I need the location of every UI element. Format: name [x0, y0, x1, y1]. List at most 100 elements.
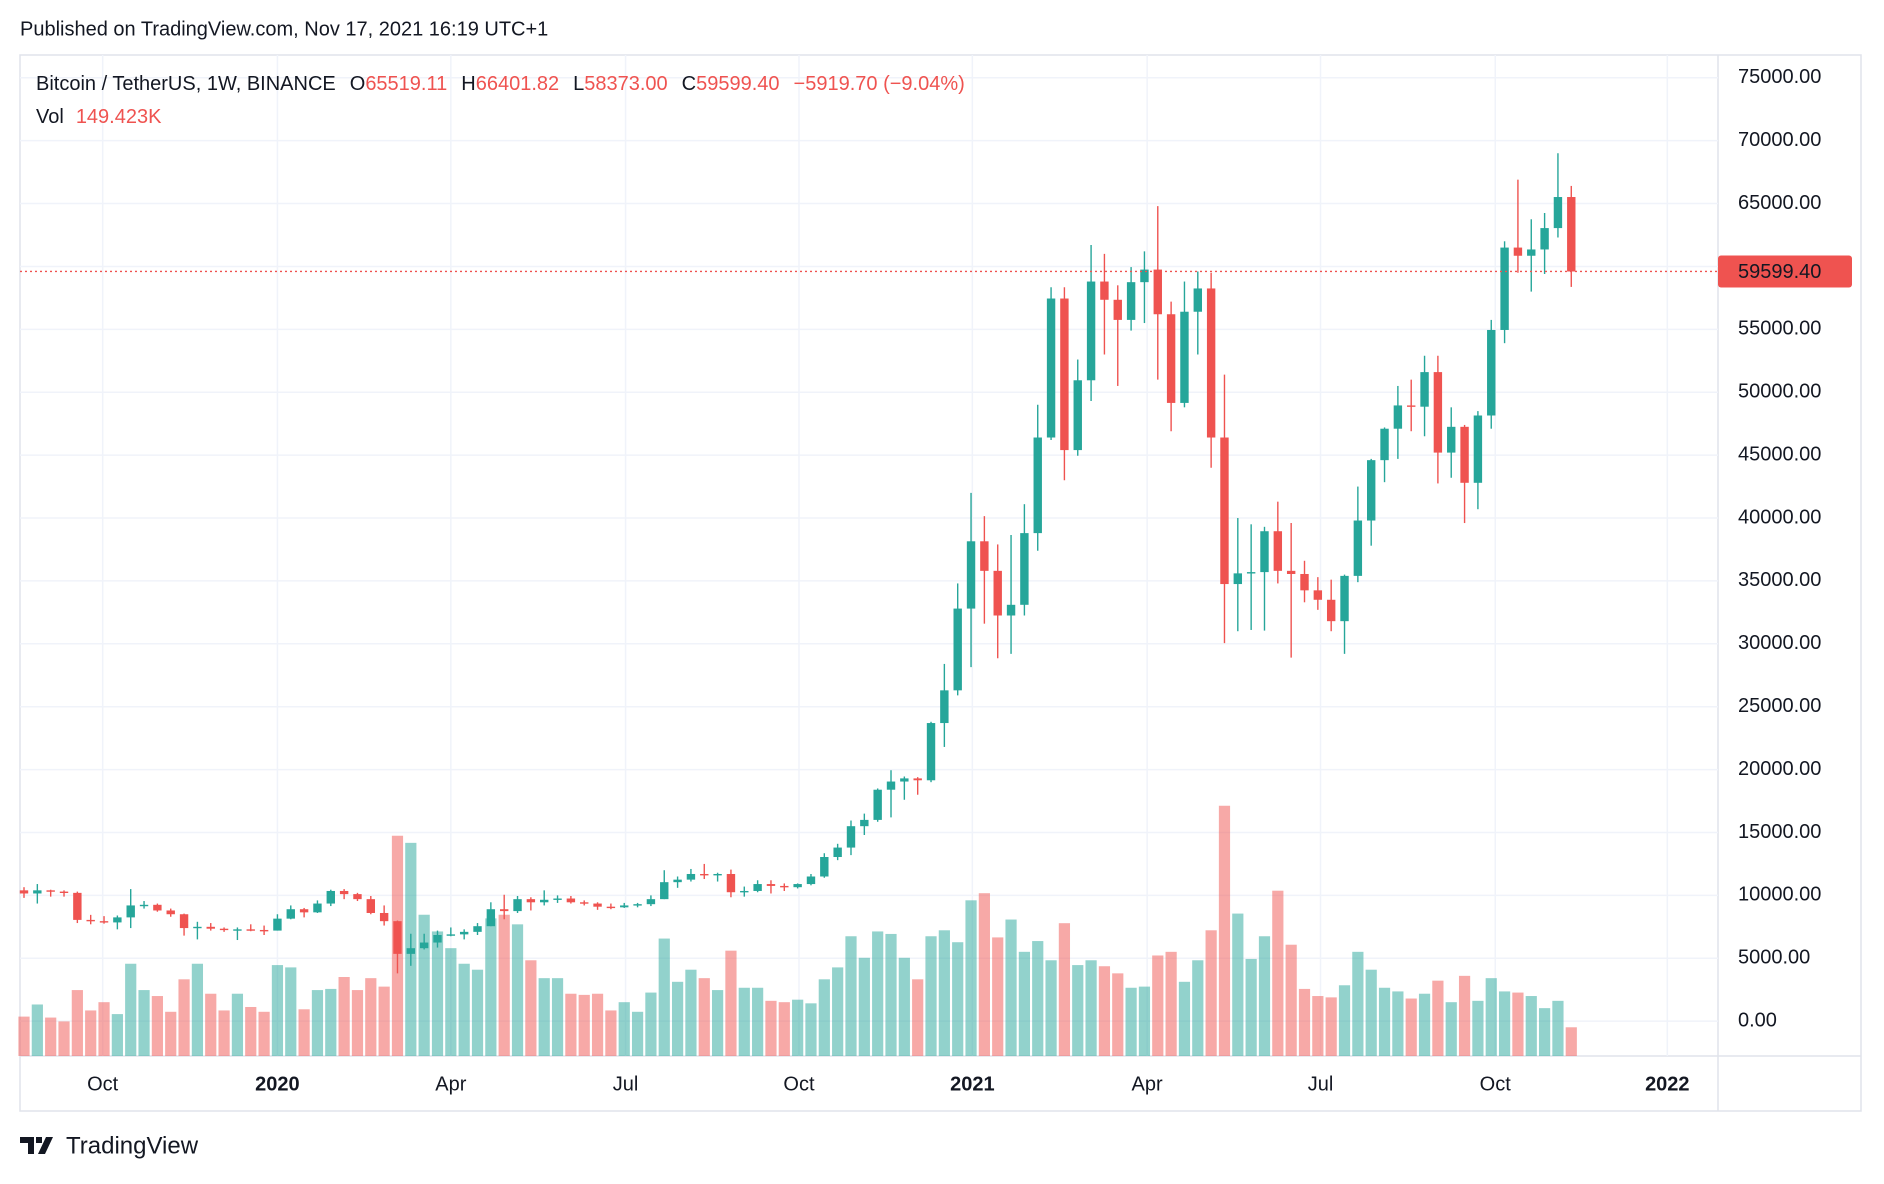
plot	[18, 55, 1718, 1056]
candle-body	[686, 873, 696, 880]
volume-bar	[351, 990, 364, 1056]
volume-bar	[18, 1016, 30, 1056]
volume-bar	[578, 994, 590, 1056]
candle-body	[339, 890, 349, 895]
y-tick-label: 55000.00	[1738, 318, 1821, 340]
candle-body	[540, 899, 549, 903]
close-key: C	[682, 73, 696, 95]
candle-body	[1233, 573, 1243, 585]
x-tick-label: Oct	[1480, 1073, 1512, 1095]
candle-body	[179, 914, 189, 929]
candle-body	[299, 909, 309, 913]
candle-body	[1540, 228, 1549, 250]
volume-bar	[85, 1010, 97, 1056]
volume-bar	[538, 978, 550, 1056]
y-tick-label: 35000.00	[1738, 569, 1821, 591]
volume-bar	[792, 999, 804, 1056]
volume-bar	[285, 967, 297, 1056]
x-tick-label: Apr	[435, 1073, 466, 1095]
candle-body	[753, 884, 762, 891]
volume-bar	[445, 948, 457, 1056]
volume-bar	[845, 936, 857, 1056]
volume-bar	[858, 957, 870, 1056]
y-tick-label: 30000.00	[1738, 632, 1821, 654]
candle-body	[126, 905, 135, 918]
volume-bar	[498, 914, 510, 1056]
volume-bar	[1112, 973, 1124, 1056]
volume-bar	[1445, 1002, 1457, 1056]
x-tick-label: Oct	[783, 1073, 815, 1095]
volume-bar	[125, 963, 137, 1056]
volume-bar	[165, 1011, 177, 1056]
candle-body	[99, 921, 109, 923]
volume-value: 149.423K	[76, 106, 162, 128]
volume-bar	[832, 967, 844, 1056]
volume-bar	[725, 950, 737, 1056]
brand-name: TradingView	[66, 1132, 199, 1159]
candle-body	[726, 873, 736, 893]
volume-bar	[1525, 996, 1537, 1056]
volume-bar	[1152, 955, 1164, 1056]
candle-body	[366, 899, 376, 913]
candle-body	[526, 899, 536, 903]
volume-bar	[1312, 996, 1324, 1056]
candle-body	[1553, 197, 1563, 229]
y-tick-label: 10000.00	[1738, 884, 1821, 906]
volume-bar	[818, 979, 830, 1056]
candle-body	[793, 884, 802, 888]
x-tick-label: Apr	[1132, 1073, 1163, 1095]
low-value: 58373.00	[584, 73, 667, 95]
candle-body	[1500, 247, 1509, 330]
candle-body	[1340, 575, 1349, 622]
candle-body	[966, 541, 976, 609]
candle-body	[1220, 437, 1229, 585]
candle-body	[1366, 460, 1376, 521]
volume-bar	[618, 1002, 630, 1056]
chart-frame	[19, 54, 1862, 1112]
candle-body	[953, 608, 962, 691]
volume-bar	[458, 963, 470, 1056]
candle-body	[33, 890, 42, 894]
volume-bar	[685, 969, 697, 1056]
candle-body	[1487, 329, 1496, 416]
candle-body	[459, 931, 469, 935]
volume-bar	[1285, 944, 1297, 1056]
volume-bar	[1325, 997, 1337, 1056]
candle-body	[1246, 572, 1256, 574]
volume-bar	[511, 924, 524, 1056]
candle-body	[673, 879, 682, 883]
candle-body	[446, 934, 456, 936]
last-price-label: 59599.40	[1738, 261, 1821, 283]
change-value: −5919.70 (−9.04%)	[794, 73, 965, 95]
x-tick-label: 2022	[1645, 1073, 1690, 1095]
candle-body	[993, 570, 1002, 616]
volume-bar	[992, 937, 1004, 1056]
candle-body	[1126, 282, 1136, 320]
candle-body	[1460, 426, 1469, 483]
volume-bar	[1298, 988, 1311, 1056]
y-tick-label: 40000.00	[1738, 506, 1821, 528]
volume-bar	[645, 992, 657, 1056]
volume-bar	[1125, 987, 1137, 1056]
candle-body	[393, 921, 402, 954]
y-tick-label: 5000.00	[1738, 947, 1810, 969]
candle-body	[780, 885, 789, 888]
candle-body	[860, 819, 869, 827]
candle-body	[353, 894, 362, 900]
candle-body	[113, 917, 122, 923]
candle-body	[1046, 298, 1056, 438]
x-tick-label: Jul	[613, 1073, 639, 1095]
candle-body	[833, 847, 842, 858]
volume-bar	[1058, 923, 1071, 1056]
volume-bar	[1205, 930, 1217, 1056]
candle-body	[1100, 281, 1109, 300]
volume-bar	[271, 965, 284, 1056]
open-key: O	[350, 73, 366, 95]
candle-body	[1166, 314, 1176, 403]
candle-body	[820, 857, 829, 877]
candle-body	[259, 929, 269, 932]
candle-body	[326, 890, 335, 904]
legend-line: Bitcoin / TetherUS, 1W, BINANCE O65519.11…	[36, 73, 965, 95]
volume-bar	[778, 1002, 790, 1056]
candle-body	[1433, 372, 1443, 453]
